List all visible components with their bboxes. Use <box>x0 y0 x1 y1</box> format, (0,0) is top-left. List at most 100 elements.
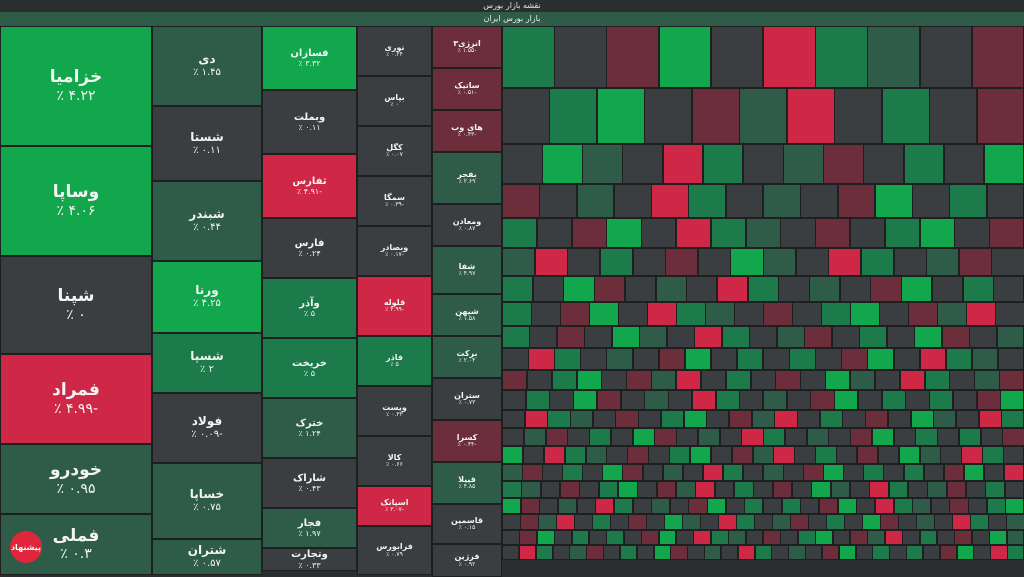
ticker-cell[interactable] <box>725 370 752 390</box>
ticker-cell[interactable] <box>611 326 640 348</box>
ticker-cell[interactable] <box>916 514 935 530</box>
ticker-cell[interactable] <box>763 348 790 370</box>
ticker-cell[interactable] <box>563 276 595 302</box>
ticker-tile[interactable]: فاذر ٪ ۵ <box>357 336 432 386</box>
ticker-cell[interactable] <box>536 218 573 248</box>
ticker-cell[interactable] <box>502 248 536 276</box>
ticker-cell[interactable] <box>1006 530 1024 545</box>
ticker-cell[interactable] <box>763 302 793 326</box>
ticker-cell[interactable] <box>502 184 540 218</box>
ticker-cell[interactable] <box>529 326 558 348</box>
ticker-cell[interactable] <box>731 446 754 464</box>
ticker-tile[interactable]: ساتیک ٪ ۰.۵۱- <box>432 68 502 110</box>
ticker-cell[interactable] <box>996 326 1024 348</box>
ticker-cell[interactable] <box>919 530 938 545</box>
ticker-cell[interactable] <box>808 514 827 530</box>
ticker-cell[interactable] <box>736 514 755 530</box>
ticker-cell[interactable] <box>691 88 740 144</box>
ticker-cell[interactable] <box>599 248 633 276</box>
ticker-cell[interactable] <box>502 410 526 428</box>
ticker-cell[interactable] <box>794 446 816 464</box>
ticker-cell[interactable] <box>606 26 660 88</box>
ticker-cell[interactable] <box>943 464 965 481</box>
ticker-cell[interactable] <box>933 410 957 428</box>
ticker-cell[interactable] <box>986 184 1024 218</box>
ticker-tile[interactable]: فمراد ٪ ۴.۹۹- <box>0 354 152 444</box>
ticker-cell[interactable] <box>969 326 998 348</box>
ticker-cell[interactable] <box>702 144 744 184</box>
ticker-cell[interactable] <box>691 390 717 410</box>
ticker-cell[interactable] <box>557 498 578 514</box>
ticker-cell[interactable] <box>943 144 985 184</box>
ticker-cell[interactable] <box>815 446 837 464</box>
ticker-cell[interactable] <box>963 464 985 481</box>
ticker-cell[interactable] <box>1003 464 1024 481</box>
ticker-cell[interactable] <box>865 410 889 428</box>
ticker-cell[interactable] <box>502 446 524 464</box>
ticker-cell[interactable] <box>549 390 574 410</box>
ticker-cell[interactable] <box>927 481 948 498</box>
ticker-cell[interactable] <box>714 481 735 498</box>
ticker-cell[interactable] <box>883 464 905 481</box>
ticker-cell[interactable] <box>805 545 823 560</box>
ticker-cell[interactable] <box>850 428 873 446</box>
ticker-cell[interactable] <box>576 370 602 390</box>
ticker-cell[interactable] <box>983 464 1005 481</box>
ticker-tile[interactable]: فولاد ٪ ۰.۰۹- <box>152 393 262 463</box>
ticker-cell[interactable] <box>884 218 921 248</box>
ticker-tile[interactable]: خترک ٪ ۱.۲۴ <box>262 398 357 458</box>
ticker-cell[interactable] <box>519 530 538 545</box>
ticker-cell[interactable] <box>792 302 822 326</box>
ticker-cell[interactable] <box>919 446 941 464</box>
ticker-cell[interactable] <box>956 545 974 560</box>
ticker-cell[interactable] <box>976 390 1001 410</box>
ticker-cell[interactable] <box>596 88 645 144</box>
ticker-cell[interactable] <box>702 464 724 481</box>
ticker-cell[interactable] <box>983 144 1024 184</box>
ticker-cell[interactable] <box>989 218 1024 248</box>
ticker-cell[interactable] <box>542 144 583 184</box>
ticker-tile[interactable]: کگل ٪ ۰.۰۷ <box>357 126 432 176</box>
ticker-cell[interactable] <box>776 326 805 348</box>
ticker-cell[interactable] <box>502 326 530 348</box>
ticker-cell[interactable] <box>668 390 693 410</box>
ticker-cell[interactable] <box>518 545 537 560</box>
ticker-cell[interactable] <box>522 446 545 464</box>
ticker-cell[interactable] <box>908 302 938 326</box>
ticker-cell[interactable] <box>676 481 696 498</box>
ticker-cell[interactable] <box>520 498 540 514</box>
ticker-cell[interactable] <box>662 464 684 481</box>
ticker-cell[interactable] <box>722 464 744 481</box>
ticker-cell[interactable] <box>502 545 520 560</box>
ticker-cell[interactable] <box>560 302 590 326</box>
ticker-cell[interactable] <box>613 184 652 218</box>
ticker-cell[interactable] <box>682 464 704 481</box>
ticker-cell[interactable] <box>658 530 677 545</box>
ticker-cell[interactable] <box>971 530 990 545</box>
ticker-cell[interactable] <box>778 276 810 302</box>
ticker-tile[interactable]: ستران ٪ ۰.۷۳ <box>432 378 502 420</box>
ticker-cell[interactable] <box>710 26 764 88</box>
ticker-cell[interactable] <box>838 545 857 560</box>
ticker-cell[interactable] <box>958 248 992 276</box>
ticker-cell[interactable] <box>985 481 1006 498</box>
ticker-cell[interactable] <box>697 248 731 276</box>
ticker-tile[interactable]: شپنا ٪ ۰ <box>0 256 152 354</box>
ticker-tile[interactable]: قپیلا ٪ ۴.۸۵ <box>432 462 502 504</box>
ticker-cell[interactable] <box>1001 410 1024 428</box>
ticker-cell[interactable] <box>763 248 797 276</box>
ticker-cell[interactable] <box>811 481 832 498</box>
ticker-tile[interactable]: وتجارت ٪ ۰.۳۳ <box>262 548 357 571</box>
ticker-cell[interactable] <box>567 428 590 446</box>
ticker-cell[interactable] <box>556 326 585 348</box>
ticker-cell[interactable] <box>825 370 851 390</box>
ticker-tile[interactable]: ومعادن ٪ ۰.۸۷ <box>432 204 502 246</box>
ticker-cell[interactable] <box>728 410 753 428</box>
ticker-cell[interactable] <box>924 370 950 390</box>
ticker-cell[interactable] <box>929 390 954 410</box>
ticker-cell[interactable] <box>874 370 901 390</box>
ticker-cell[interactable] <box>676 302 706 326</box>
ticker-cell[interactable] <box>637 481 658 498</box>
ticker-cell[interactable] <box>797 530 816 545</box>
ticker-cell[interactable] <box>542 464 563 481</box>
